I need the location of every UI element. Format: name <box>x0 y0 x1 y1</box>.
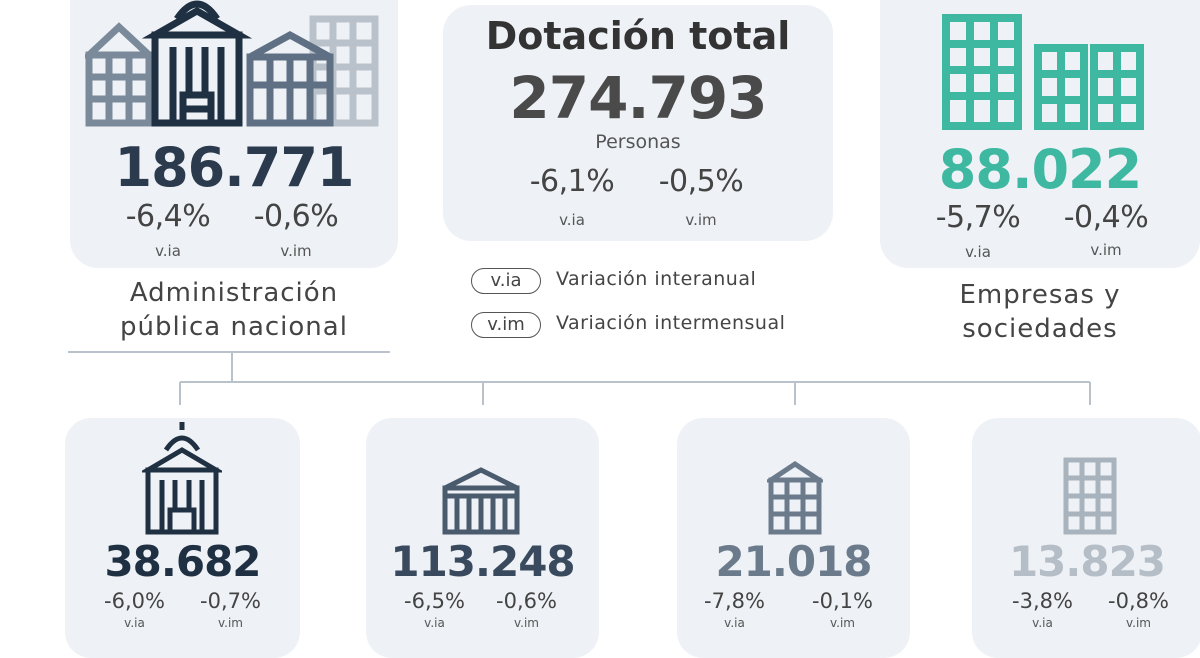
apn-vim-label: v.im <box>280 242 312 260</box>
apn-vim-value: -0,6% <box>253 199 339 234</box>
empresas-via-label: v.ia <box>965 243 991 261</box>
tree-connector <box>68 351 1091 405</box>
sub-card-4-vim: -0,8% <box>1108 589 1169 613</box>
sub-card-2-via: -6,5% <box>404 589 465 613</box>
sub-card-3-via-label: v.ia <box>724 616 745 630</box>
sub-card-1-vim: -0,7% <box>200 589 261 613</box>
sub-card-4-via: -3,8% <box>1012 589 1073 613</box>
apn-via-value: -6,4% <box>125 199 211 234</box>
empresas-label-line2: sociedades <box>962 314 1118 344</box>
total-card <box>443 5 833 241</box>
empresas-vim-value: -0,4% <box>1063 200 1149 235</box>
small-building-icon <box>767 460 823 535</box>
empresas-vim-label: v.im <box>1090 241 1122 259</box>
total-value: 274.793 <box>509 64 767 132</box>
sub-card-2 <box>366 418 599 658</box>
total-via-label: v.ia <box>559 211 585 229</box>
total-via-value: -6,1% <box>529 164 615 199</box>
total-vim-value: -0,5% <box>658 164 744 199</box>
columned-building-icon <box>442 467 520 535</box>
sub-card-3-value: 21.018 <box>715 537 872 586</box>
apn-via-label: v.ia <box>155 242 181 260</box>
empresas-via-value: -5,7% <box>935 200 1021 235</box>
total-vim-label: v.im <box>685 211 717 229</box>
sub-card-3-via: -7,8% <box>704 589 765 613</box>
sub-card-1-via-label: v.ia <box>124 616 145 630</box>
sub-card-4-vim-label: v.im <box>1125 616 1151 630</box>
apn-label-line1: Administración <box>129 278 339 308</box>
tower-building-icon <box>1063 457 1117 535</box>
empresas-value: 88.022 <box>938 138 1142 201</box>
apn-label-line2: pública nacional <box>120 312 348 342</box>
sub-card-1-via: -6,0% <box>104 589 165 613</box>
sub-card-3-vim-label: v.im <box>829 616 855 630</box>
legend-via-text: Variación interanual <box>556 268 757 290</box>
sub-card-2-value: 113.248 <box>390 537 575 586</box>
sub-card-1 <box>65 418 300 658</box>
capitol-dome-icon <box>142 422 222 535</box>
legend-vim-text: Variación intermensual <box>556 312 786 334</box>
sub-card-2-vim-label: v.im <box>513 616 539 630</box>
sub-card-3-vim: -0,1% <box>812 589 873 613</box>
sub-card-4-value: 13.823 <box>1008 537 1166 586</box>
sub-card-1-vim-label: v.im <box>217 616 243 630</box>
empresas-label-line1: Empresas y <box>959 280 1121 310</box>
sub-card-3 <box>677 418 910 658</box>
sub-card-1-value: 38.682 <box>104 537 261 586</box>
sub-card-2-via-label: v.ia <box>424 616 445 630</box>
legend-vim-tag: v.im <box>471 312 541 338</box>
total-title: Dotación total <box>485 14 791 58</box>
office-buildings-icon <box>942 14 1144 130</box>
sub-card-2-vim: -0,6% <box>496 589 557 613</box>
government-buildings-icon <box>85 0 379 127</box>
total-unit: Personas <box>595 131 681 153</box>
legend-via-tag: v.ia <box>471 268 541 294</box>
sub-card-4-via-label: v.ia <box>1032 616 1053 630</box>
apn-value: 186.771 <box>114 136 355 199</box>
